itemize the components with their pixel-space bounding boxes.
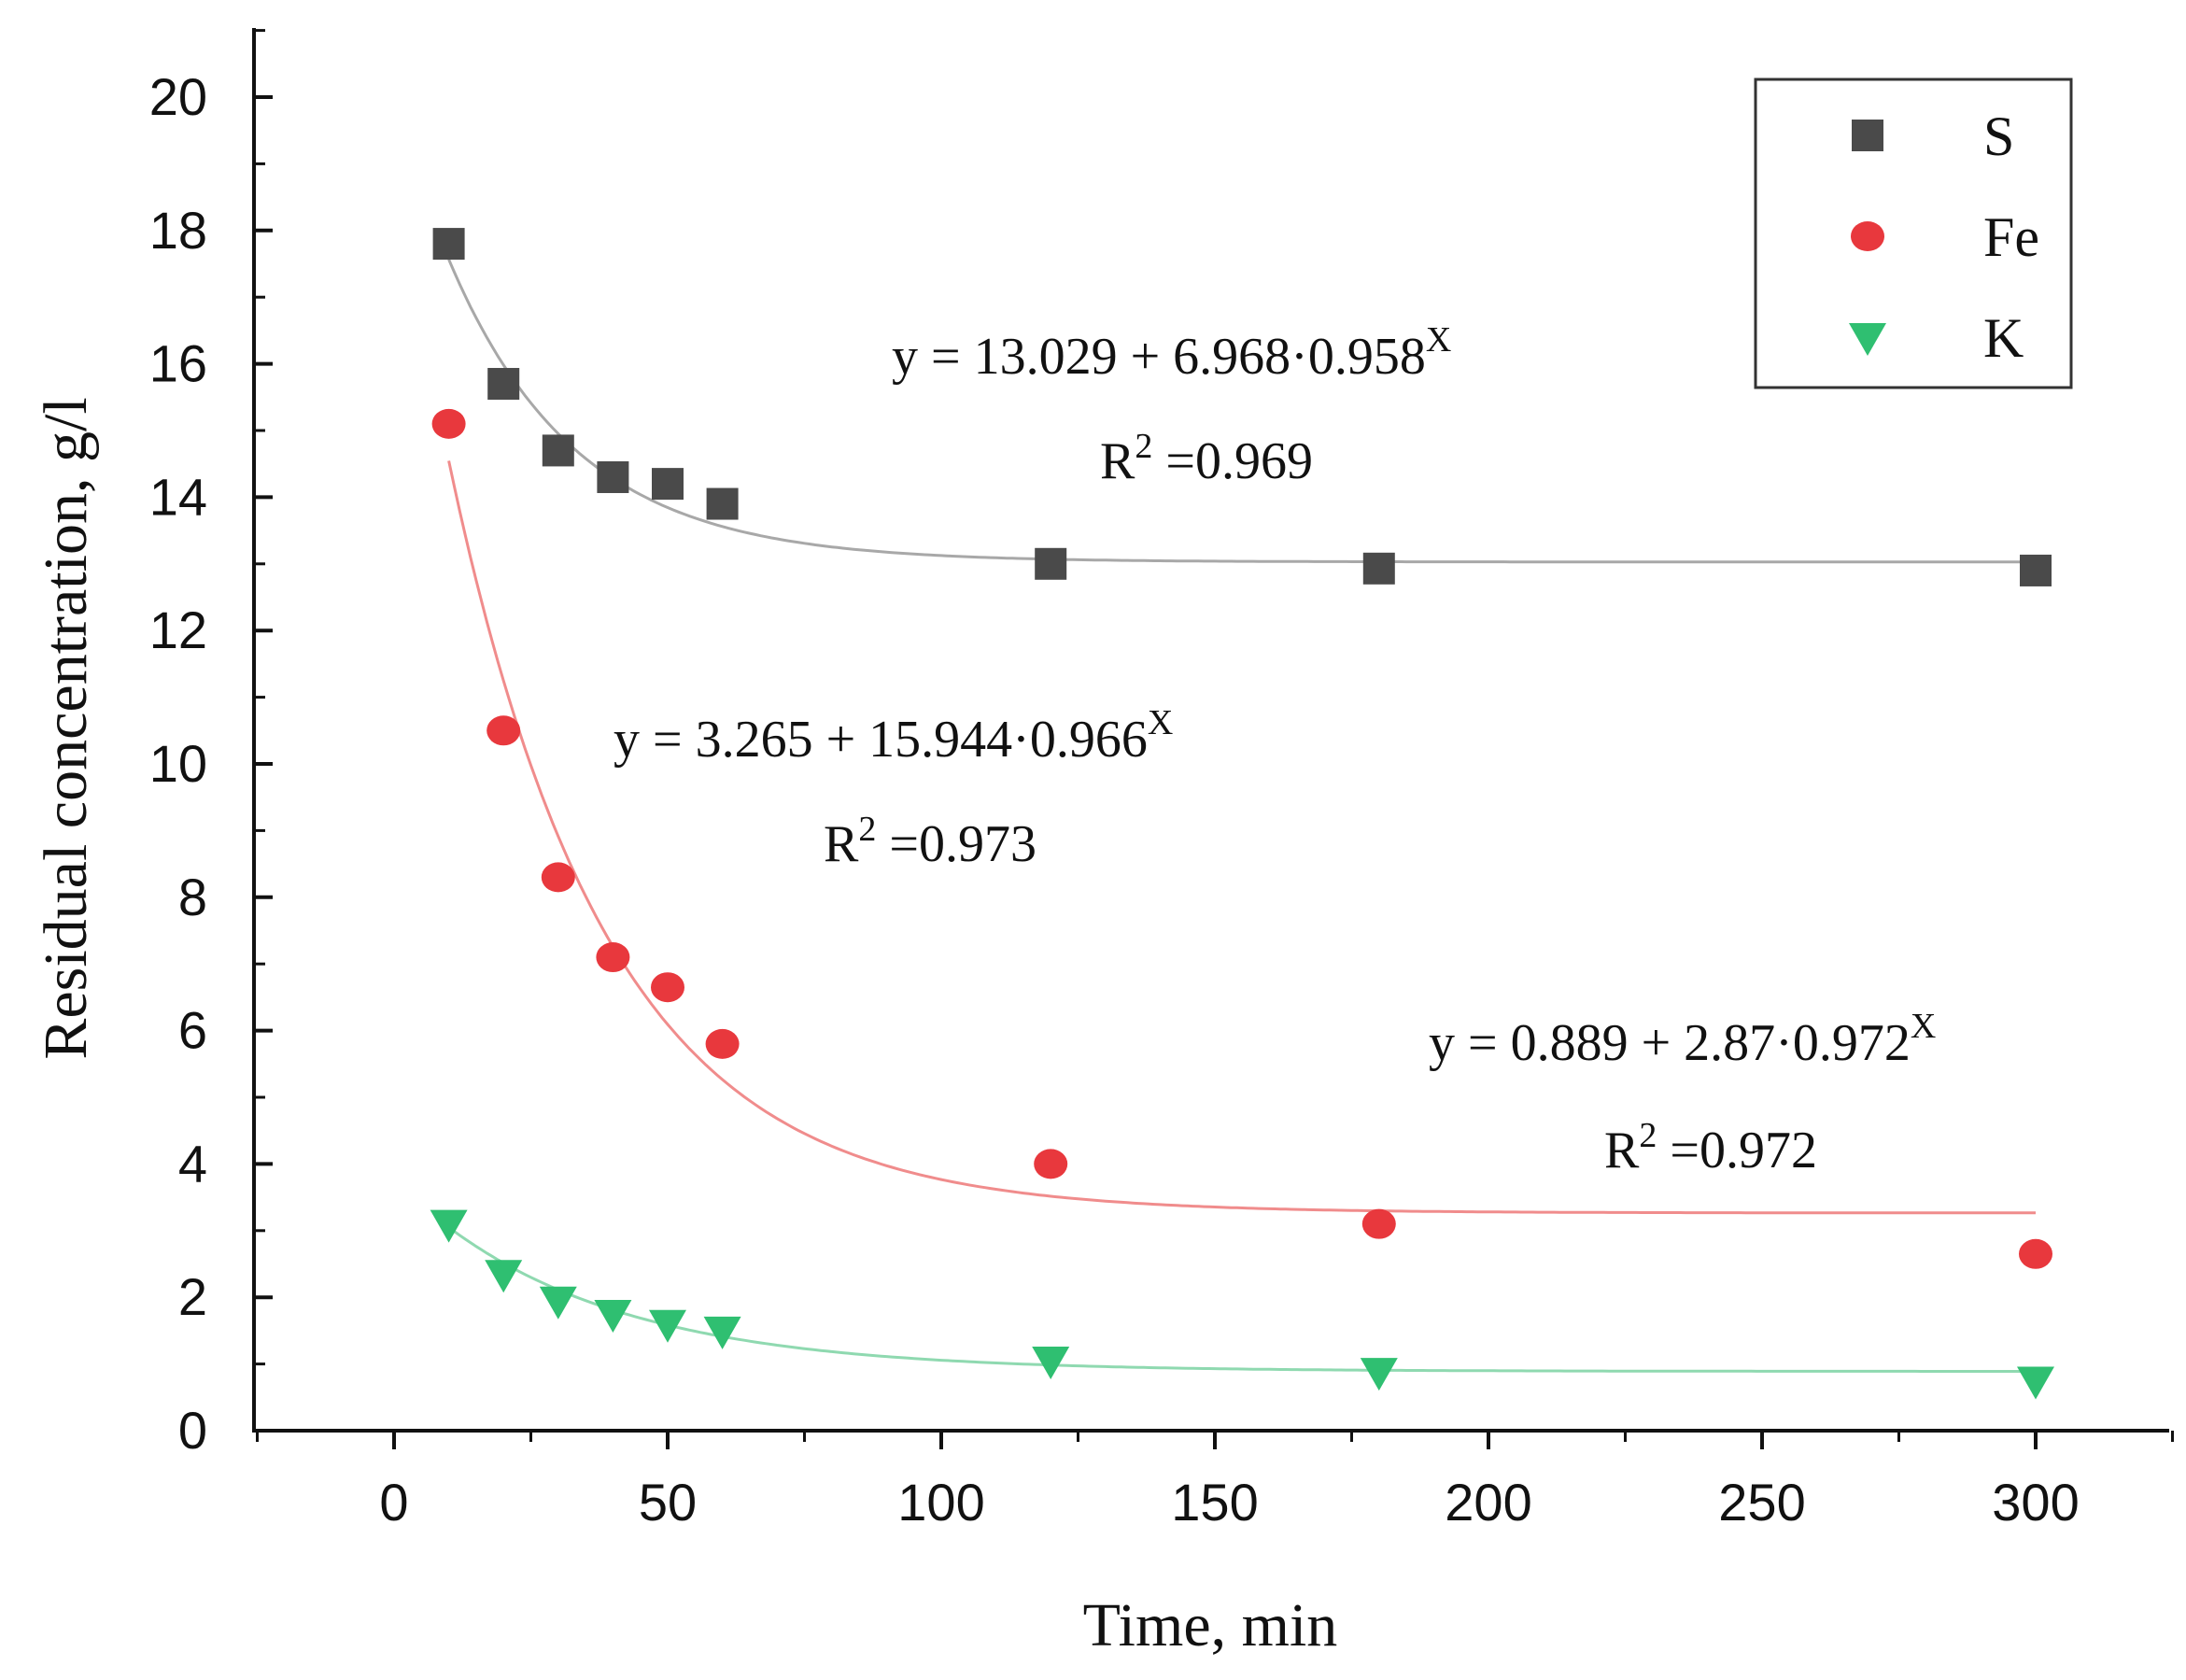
legend-marker-fe <box>1851 221 1884 251</box>
legend-label-s: S <box>1983 106 2014 167</box>
y-tick-label: 6 <box>178 1001 207 1060</box>
data-point-k <box>1032 1347 1070 1380</box>
x-tick-label: 100 <box>897 1473 984 1532</box>
equation-s-text: y = 13.029 + 6.968·0.958X <box>892 320 1451 386</box>
data-point-k <box>2017 1366 2054 1400</box>
y-tick-label: 18 <box>149 201 207 260</box>
y-tick-label: 12 <box>149 600 207 659</box>
data-point-fe <box>705 1028 740 1059</box>
y-tick-label: 14 <box>149 467 207 526</box>
data-point-fe <box>651 972 684 1003</box>
fit-curve-s <box>447 259 2036 564</box>
axis-ticks <box>254 29 2174 1449</box>
y-tick-label: 0 <box>178 1401 207 1460</box>
y-tick-label: 16 <box>149 334 207 393</box>
x-axis-title: Time, min <box>1083 1591 1338 1659</box>
fit-curve-fe <box>447 460 2036 1215</box>
legend-marker-k <box>1849 323 1886 356</box>
data-point-s <box>1035 547 1067 580</box>
r2-s-text: R2 =0.969 <box>1100 427 1313 490</box>
x-tick-label: 50 <box>639 1473 697 1532</box>
data-point-s <box>1362 552 1395 585</box>
data-point-k <box>485 1260 523 1293</box>
legend-box <box>1754 78 2073 389</box>
data-point-fe <box>487 715 521 746</box>
fit-curve-k <box>447 1226 2036 1373</box>
r2-k-text: R2 =0.972 <box>1604 1116 1817 1179</box>
y-axis-title: Residual concentration, g/l <box>32 397 100 1059</box>
equation-fe-text: y = 3.265 + 15.944·0.966X <box>613 703 1173 769</box>
data-point-s <box>652 468 684 501</box>
data-point-k <box>430 1209 468 1243</box>
data-point-k <box>594 1300 632 1334</box>
equation-s: y = 13.029 + 6.968·0.958X R2 =0.969 <box>892 320 1451 490</box>
x-tick-label: 0 <box>379 1473 408 1532</box>
data-point-k <box>1360 1358 1398 1391</box>
legend-label-fe: Fe <box>1983 206 2039 268</box>
data-point-s <box>487 368 520 401</box>
data-point-s <box>597 460 629 493</box>
legend: S Fe K <box>1754 78 2073 389</box>
x-tick-label: 200 <box>1445 1473 1531 1532</box>
x-tick-label: 150 <box>1171 1473 1258 1532</box>
fit-curves <box>447 259 2036 1373</box>
equation-k: y = 0.889 + 2.87·0.972X R2 =0.972 <box>1429 1007 1936 1179</box>
y-tick-label: 8 <box>178 868 207 926</box>
equation-fe: y = 3.265 + 15.944·0.966X R2 =0.973 <box>613 703 1173 873</box>
data-point-fe <box>541 862 575 893</box>
data-point-k <box>539 1286 577 1320</box>
data-point-fe <box>1034 1149 1068 1179</box>
data-point-s <box>706 487 739 520</box>
data-point-k <box>703 1316 741 1349</box>
data-point-fe <box>1361 1208 1396 1239</box>
data-point-s <box>2020 554 2052 586</box>
x-tick-label: 250 <box>1718 1473 1805 1532</box>
legend-label-k: K <box>1983 307 2024 369</box>
data-point-s <box>432 228 465 261</box>
legend-marker-s <box>1852 120 1883 151</box>
data-point-k <box>649 1309 686 1343</box>
y-tick-label: 20 <box>149 67 207 126</box>
y-tick-label: 4 <box>178 1134 207 1193</box>
data-point-fe <box>2019 1238 2052 1269</box>
data-points <box>430 228 2054 1400</box>
y-tick-label: 10 <box>149 734 207 793</box>
data-point-fe <box>596 942 630 973</box>
r2-fe-text: R2 =0.973 <box>824 810 1037 873</box>
data-point-fe <box>431 408 466 439</box>
legend-items: S Fe K <box>1849 106 2039 369</box>
y-tick-label: 2 <box>178 1267 207 1326</box>
x-tick-label: 300 <box>1992 1473 2079 1532</box>
equation-k-text: y = 0.889 + 2.87·0.972X <box>1429 1007 1936 1072</box>
data-point-s <box>542 434 574 467</box>
